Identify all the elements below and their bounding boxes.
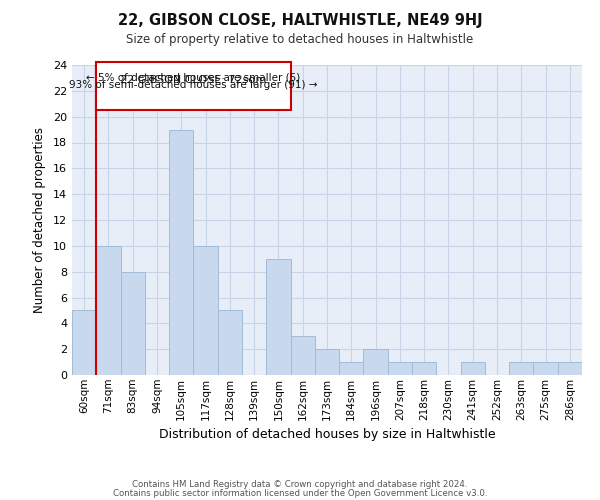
Bar	[266, 259, 290, 375]
Text: 93% of semi-detached houses are larger (91) →: 93% of semi-detached houses are larger (…	[69, 80, 317, 90]
Text: 22, GIBSON CLOSE, HALTWHISTLE, NE49 9HJ: 22, GIBSON CLOSE, HALTWHISTLE, NE49 9HJ	[118, 12, 482, 28]
Bar	[558, 362, 582, 375]
Text: Contains public sector information licensed under the Open Government Licence v3: Contains public sector information licen…	[113, 488, 487, 498]
Bar	[169, 130, 193, 375]
Bar	[315, 349, 339, 375]
X-axis label: Distribution of detached houses by size in Haltwhistle: Distribution of detached houses by size …	[158, 428, 496, 441]
Bar	[364, 349, 388, 375]
Bar	[339, 362, 364, 375]
Text: Contains HM Land Registry data © Crown copyright and database right 2024.: Contains HM Land Registry data © Crown c…	[132, 480, 468, 489]
Bar	[290, 336, 315, 375]
Text: 22 GIBSON CLOSE: 72sqm: 22 GIBSON CLOSE: 72sqm	[120, 75, 266, 85]
Bar	[218, 310, 242, 375]
Bar	[461, 362, 485, 375]
Bar	[533, 362, 558, 375]
Bar	[72, 310, 96, 375]
Y-axis label: Number of detached properties: Number of detached properties	[33, 127, 46, 313]
Text: Size of property relative to detached houses in Haltwhistle: Size of property relative to detached ho…	[127, 32, 473, 46]
Bar	[509, 362, 533, 375]
Bar	[412, 362, 436, 375]
Bar	[193, 246, 218, 375]
Bar	[388, 362, 412, 375]
Bar	[96, 246, 121, 375]
FancyBboxPatch shape	[96, 62, 290, 110]
Bar	[121, 272, 145, 375]
Text: ← 5% of detached houses are smaller (5): ← 5% of detached houses are smaller (5)	[86, 72, 301, 82]
